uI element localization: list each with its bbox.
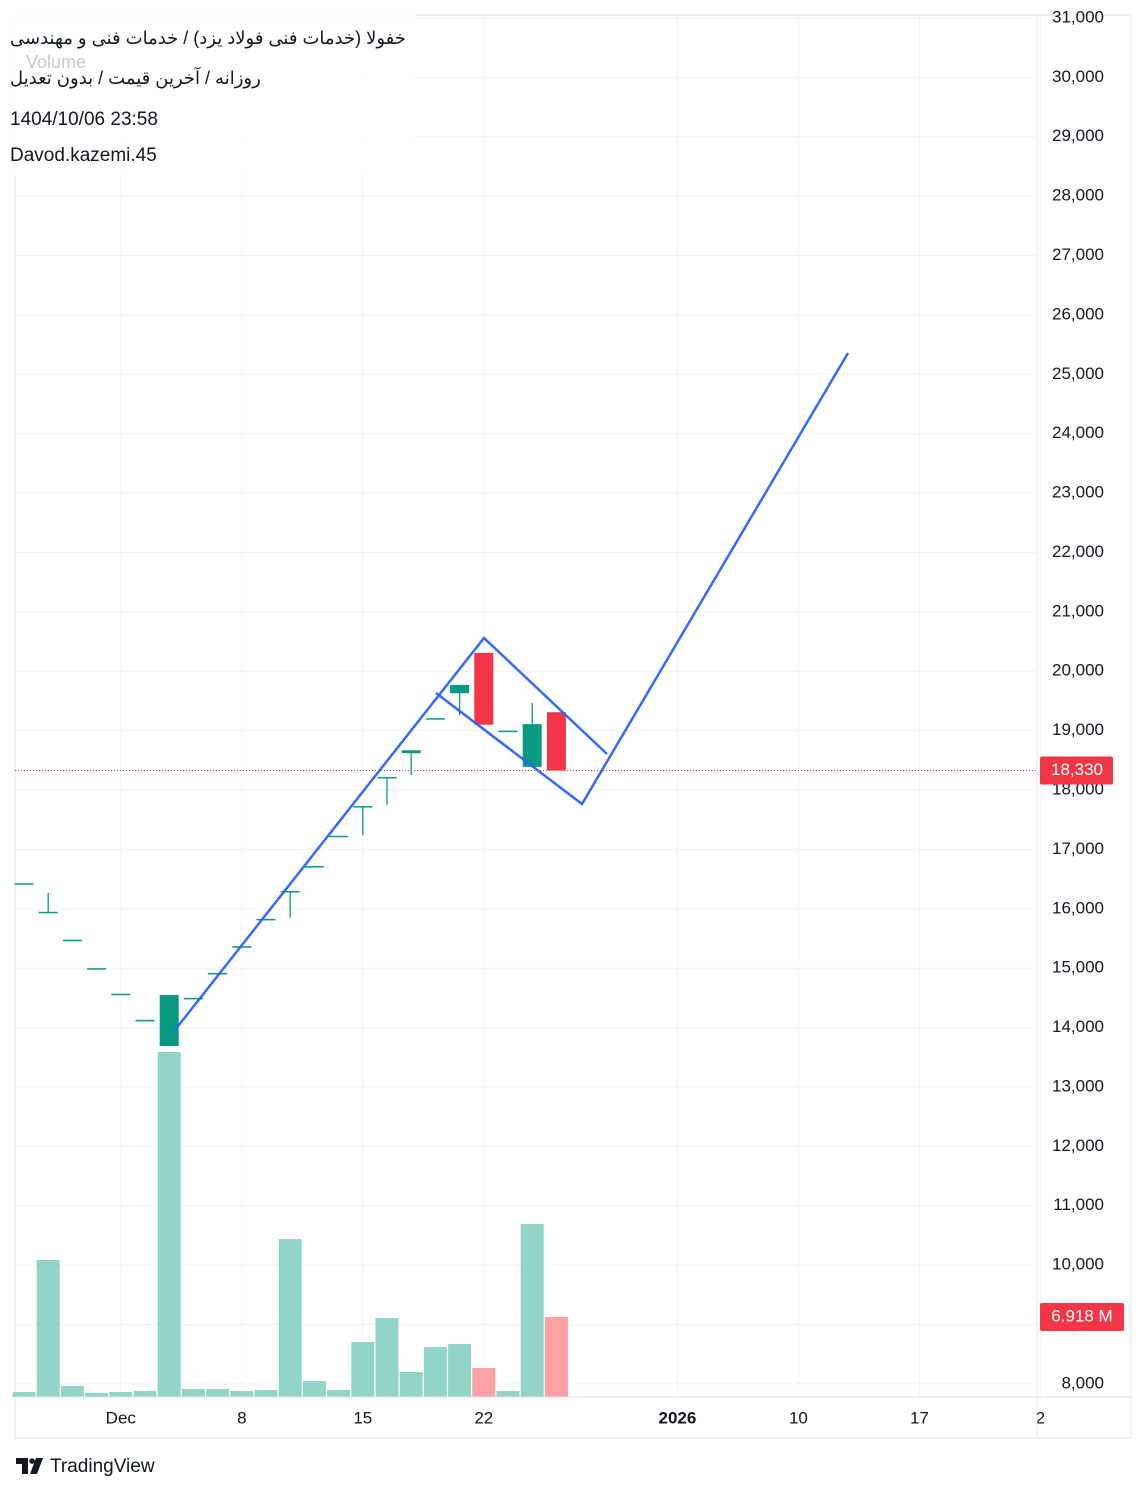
candle-body: [450, 684, 470, 694]
x-tick-label: 22: [474, 1408, 493, 1427]
volume-bar: [327, 1389, 351, 1397]
volume-bar: [36, 1260, 60, 1397]
y-tick-label: 10,000: [1052, 1255, 1104, 1274]
logo: TradingView: [16, 1456, 155, 1477]
volume-bar: [206, 1389, 230, 1397]
volume-bar: [520, 1224, 544, 1397]
y-tick-label: 22,000: [1052, 542, 1104, 561]
candle-body: [62, 939, 82, 942]
candle-body: [546, 712, 566, 771]
volume-bar: [230, 1390, 254, 1397]
volume-bar: [448, 1344, 472, 1397]
grid: [15, 15, 1041, 1397]
y-tick-label: 14,000: [1052, 1017, 1104, 1036]
y-tick-label: 24,000: [1052, 423, 1104, 442]
y-tick-label: 16,000: [1052, 898, 1104, 917]
volume-bar: [133, 1390, 157, 1397]
y-tick-label: 15,000: [1052, 958, 1104, 977]
volume-box: [1040, 1303, 1124, 1332]
y-tick-label: 17,000: [1052, 839, 1104, 858]
y-tick-label: 21,000: [1052, 601, 1104, 620]
x-tick-label: 8: [237, 1408, 246, 1427]
candle-body: [280, 890, 300, 893]
y-tick-label: 13,000: [1052, 1076, 1104, 1095]
logo-icon: [16, 1458, 43, 1474]
volume-bar: [544, 1317, 568, 1397]
volume-title: Volume: [26, 52, 87, 72]
candle-body: [498, 730, 518, 733]
y-tick-label: 23,000: [1052, 483, 1104, 502]
candle-body: [329, 835, 349, 838]
candle-body: [401, 750, 421, 754]
x-tick-label: 10: [789, 1408, 808, 1427]
candle-body: [183, 997, 203, 1000]
volume-bar: [254, 1389, 278, 1397]
y-tick-label: 29,000: [1052, 126, 1104, 145]
candle-body: [14, 883, 34, 885]
volume-bar: [12, 1392, 36, 1397]
volume-bar: [496, 1390, 520, 1397]
candle-body: [425, 718, 445, 720]
x-tick-label: 2026: [658, 1408, 696, 1427]
y-tick-label: 27,000: [1052, 245, 1104, 264]
candle-body: [353, 806, 373, 808]
flag-pole-line: [174, 636, 608, 1031]
flag-target-line: [435, 352, 850, 806]
candle-body: [135, 1019, 155, 1022]
timestamp: 1404/10/06 23:58: [10, 109, 158, 130]
brand: TradingView: [50, 1456, 155, 1477]
y-tick-label: 8,000: [1061, 1373, 1104, 1392]
volume-bar: [351, 1341, 375, 1397]
axes: 8,0009,00010,00011,00012,00013,00014,000…: [15, 7, 1124, 1427]
candle-body: [208, 972, 228, 975]
chart-frame: [14, 14, 1132, 1439]
volume-bar: [85, 1392, 109, 1397]
candle-body: [111, 993, 131, 996]
last-price-label: 18,330: [1051, 760, 1103, 779]
y-tick-label: 28,000: [1052, 186, 1104, 205]
volume-bar: [157, 1052, 181, 1397]
y-tick-label: 26,000: [1052, 304, 1104, 323]
logo-dot: [29, 1458, 35, 1464]
y-tick-label: 11,000: [1053, 1195, 1104, 1214]
x-tick-label: Dec: [106, 1408, 137, 1427]
volume-bar: [60, 1386, 84, 1397]
chart-title: خفولا (خدمات فنی فولاد یزد) / خدمات فنی …: [10, 28, 406, 48]
volume-bar: [472, 1367, 496, 1397]
candle-body: [159, 994, 179, 1047]
volume-bar: [302, 1381, 326, 1397]
volume-bar: [109, 1392, 133, 1397]
x-tick-label: 17: [910, 1408, 929, 1427]
candle-body: [38, 911, 58, 914]
volume-bar: [399, 1372, 423, 1397]
candle-body: [87, 968, 107, 970]
y-tick-label: 20,000: [1052, 661, 1104, 680]
y-tick-label: 12,000: [1052, 1136, 1104, 1155]
candles: [14, 652, 566, 1047]
legend-backdrop: [0, 0, 415, 175]
volume-bar: [278, 1239, 302, 1397]
y-tick-label: 25,000: [1052, 364, 1104, 383]
volume-bar: [375, 1318, 399, 1397]
y-tick-label: 31,000: [1052, 7, 1104, 26]
drawing: [174, 352, 850, 1031]
y-tick-label: 19,000: [1052, 720, 1104, 739]
volume-label: 6.918 M: [1051, 1307, 1112, 1326]
candle-body: [256, 918, 276, 921]
last-price-box: [1040, 756, 1113, 785]
x-tick-label: 2: [1036, 1408, 1045, 1427]
candle-body: [377, 776, 397, 779]
y-tick-label: 30,000: [1052, 67, 1104, 86]
chart-subtitle: روزانه / آخرین قیمت / بدون تعدیل: [10, 68, 261, 88]
candle-body: [304, 866, 324, 868]
author: Davod.kazemi.45: [10, 145, 157, 166]
x-tick-label: 15: [353, 1408, 372, 1427]
volume-pane: [12, 1052, 568, 1397]
volume-bar: [181, 1389, 205, 1397]
volume-bar: [423, 1347, 447, 1397]
candle-body: [522, 724, 542, 767]
candle-body: [474, 652, 494, 725]
